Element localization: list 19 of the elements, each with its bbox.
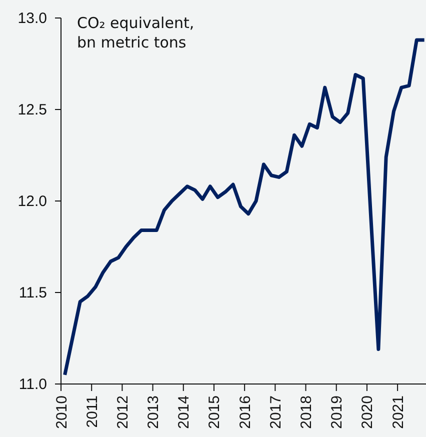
y-tick-label: 13.0 (18, 10, 47, 27)
x-tick-label: 2013 (145, 396, 162, 429)
line-series (63, 38, 426, 377)
y-axis-title: CO₂ equivalent, bn metric tons (77, 14, 194, 52)
y-tick-label: 11.5 (18, 284, 47, 302)
x-tick-label: 2018 (298, 396, 316, 429)
y-tick-label: 12.0 (18, 192, 47, 210)
x-tick-label: 2020 (359, 396, 376, 429)
y-tick-label: 12.5 (18, 101, 47, 118)
y-tick-label: 11.0 (18, 376, 47, 393)
x-tick-label: 2016 (236, 396, 254, 429)
x-tick-label: 2021 (390, 396, 407, 429)
x-tick-label: 2017 (267, 396, 284, 429)
x-tick-label: 2010 (53, 396, 70, 429)
x-tick-label: 2011 (84, 396, 101, 428)
x-tick-label: 2014 (176, 396, 193, 429)
x-tick-label: 2015 (206, 396, 224, 429)
x-tick-label: 2019 (328, 396, 346, 429)
x-tick-label: 2012 (114, 396, 132, 429)
